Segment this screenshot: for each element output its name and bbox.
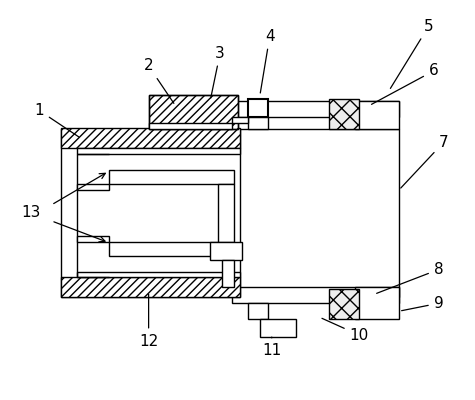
Bar xyxy=(248,113,268,128)
Text: 11: 11 xyxy=(262,337,281,358)
Bar xyxy=(61,128,240,297)
Text: 9: 9 xyxy=(401,296,444,311)
Text: 12: 12 xyxy=(139,294,158,348)
Bar xyxy=(329,99,359,128)
Bar xyxy=(260,319,295,337)
Text: 10: 10 xyxy=(322,318,369,342)
Bar xyxy=(77,184,109,190)
Bar xyxy=(355,287,399,319)
Text: 5: 5 xyxy=(390,19,434,88)
Bar xyxy=(248,99,268,116)
Bar xyxy=(232,287,399,303)
Bar xyxy=(210,242,242,260)
Bar xyxy=(232,116,248,122)
Text: 8: 8 xyxy=(377,262,443,293)
Bar xyxy=(61,278,240,297)
Bar xyxy=(248,303,268,319)
Bar xyxy=(329,289,359,319)
Bar xyxy=(149,95,238,128)
Bar xyxy=(149,122,232,128)
Text: 13: 13 xyxy=(22,206,41,220)
Bar xyxy=(232,101,399,116)
Bar xyxy=(109,170,234,184)
Text: 2: 2 xyxy=(144,58,174,103)
Bar xyxy=(109,242,234,256)
Text: 3: 3 xyxy=(211,46,225,98)
Bar xyxy=(218,184,234,242)
Bar xyxy=(77,236,109,242)
Bar xyxy=(222,260,234,287)
Bar xyxy=(61,128,240,148)
Text: 1: 1 xyxy=(35,103,79,137)
Bar xyxy=(77,148,240,154)
Bar xyxy=(232,128,399,297)
Bar xyxy=(77,272,240,278)
Bar xyxy=(149,95,238,128)
Text: 6: 6 xyxy=(371,64,438,104)
Text: 7: 7 xyxy=(401,135,448,188)
Bar xyxy=(355,101,399,128)
Text: 4: 4 xyxy=(260,29,275,93)
